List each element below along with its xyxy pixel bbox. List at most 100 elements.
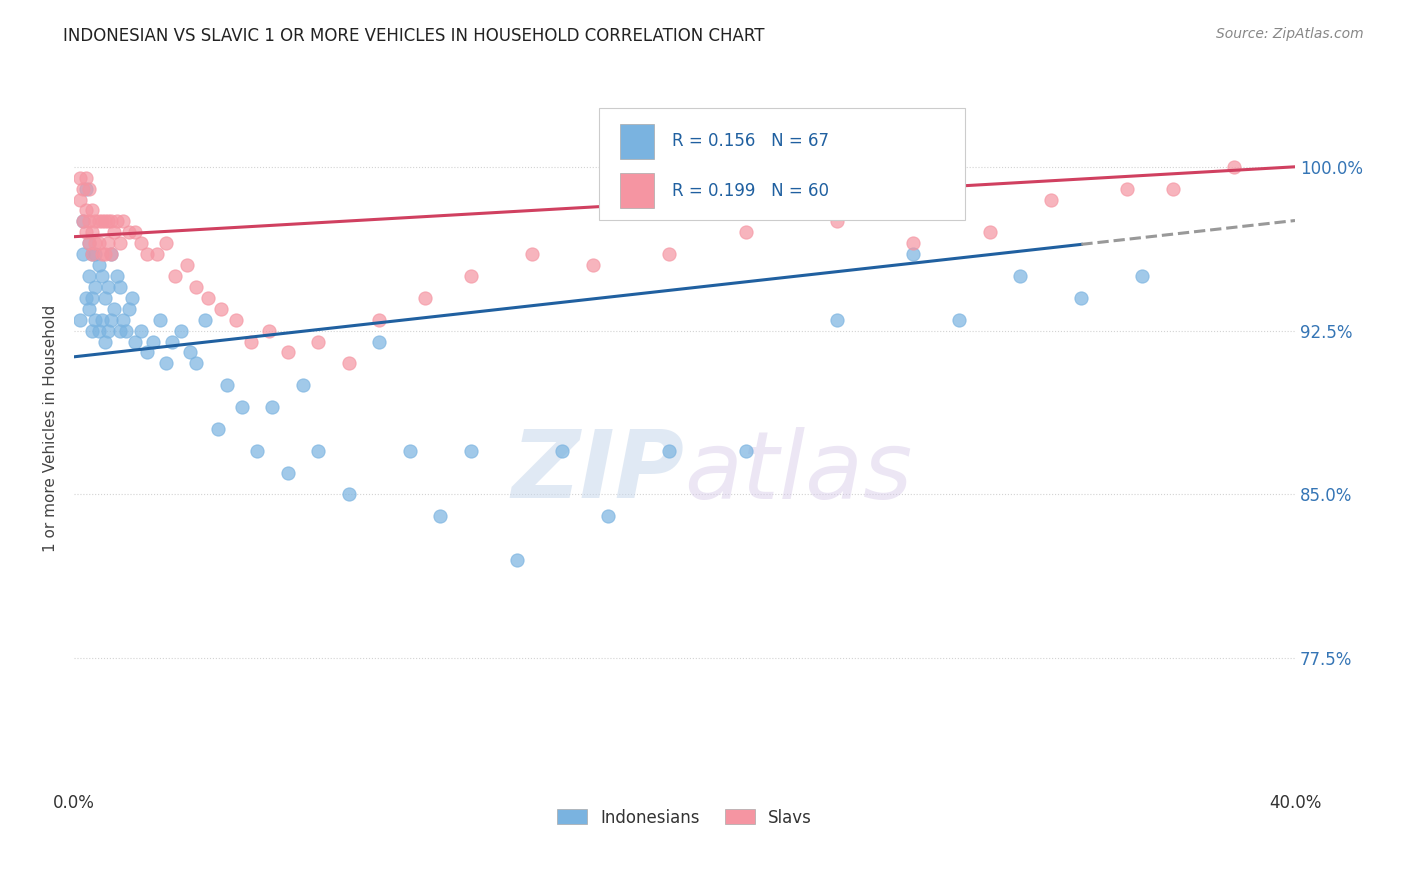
Point — [111, 214, 134, 228]
Point — [240, 334, 263, 349]
Text: R = 0.156   N = 67: R = 0.156 N = 67 — [672, 133, 830, 151]
Point — [75, 170, 97, 185]
Point — [97, 236, 120, 251]
Point — [69, 193, 91, 207]
Point — [551, 443, 574, 458]
Point — [160, 334, 183, 349]
Point — [277, 466, 299, 480]
Point — [82, 225, 104, 239]
Point — [215, 378, 238, 392]
Point — [90, 312, 112, 326]
Point — [124, 225, 146, 239]
Y-axis label: 1 or more Vehicles in Household: 1 or more Vehicles in Household — [44, 305, 58, 552]
Point — [163, 268, 186, 283]
FancyBboxPatch shape — [620, 173, 654, 208]
Point — [413, 291, 436, 305]
Point — [105, 214, 128, 228]
Point — [82, 247, 104, 261]
FancyBboxPatch shape — [599, 108, 966, 219]
Point — [176, 258, 198, 272]
Legend: Indonesians, Slavs: Indonesians, Slavs — [548, 800, 821, 835]
Point — [259, 324, 281, 338]
Point — [97, 214, 120, 228]
Point — [734, 225, 756, 239]
Point — [72, 181, 94, 195]
Point — [337, 356, 360, 370]
Point — [93, 291, 115, 305]
Point — [903, 236, 925, 251]
Point — [87, 214, 110, 228]
Point — [155, 236, 177, 251]
Point — [155, 356, 177, 370]
Point — [72, 214, 94, 228]
Point — [90, 247, 112, 261]
Point — [90, 268, 112, 283]
Point — [1039, 193, 1062, 207]
Point — [658, 247, 681, 261]
Point — [72, 214, 94, 228]
Point — [136, 345, 159, 359]
Point — [1161, 181, 1184, 195]
Point — [186, 356, 208, 370]
Point — [108, 324, 131, 338]
Point — [148, 312, 170, 326]
Point — [100, 247, 122, 261]
Point — [207, 422, 229, 436]
Point — [118, 301, 141, 316]
Point — [82, 203, 104, 218]
Point — [79, 236, 101, 251]
Point — [111, 312, 134, 326]
Point — [108, 280, 131, 294]
Point — [121, 291, 143, 305]
Point — [69, 312, 91, 326]
Point — [129, 236, 152, 251]
Point — [82, 291, 104, 305]
Point — [197, 291, 219, 305]
Point — [75, 181, 97, 195]
Point — [142, 334, 165, 349]
Point — [100, 247, 122, 261]
Point — [505, 553, 527, 567]
Point — [82, 247, 104, 261]
Point — [170, 324, 193, 338]
Point — [292, 378, 315, 392]
Point — [1010, 268, 1032, 283]
Text: ZIP: ZIP — [512, 426, 685, 518]
Point — [194, 312, 217, 326]
Point — [115, 324, 138, 338]
Point — [1116, 181, 1139, 195]
Point — [136, 247, 159, 261]
Point — [97, 324, 120, 338]
Point — [948, 312, 970, 326]
Point — [520, 247, 543, 261]
Point — [82, 324, 104, 338]
Point — [145, 247, 167, 261]
Point — [262, 400, 284, 414]
Point — [307, 334, 329, 349]
Point — [84, 214, 107, 228]
Point — [582, 258, 605, 272]
Point — [79, 268, 101, 283]
Point — [979, 225, 1001, 239]
Text: Source: ZipAtlas.com: Source: ZipAtlas.com — [1216, 27, 1364, 41]
Point — [734, 443, 756, 458]
Point — [231, 400, 253, 414]
Point — [108, 236, 131, 251]
Point — [209, 301, 232, 316]
Point — [84, 236, 107, 251]
Point — [460, 268, 482, 283]
Point — [825, 214, 848, 228]
Point — [368, 334, 391, 349]
Point — [79, 214, 101, 228]
Point — [84, 247, 107, 261]
Point — [93, 334, 115, 349]
Point — [69, 170, 91, 185]
Point — [103, 301, 125, 316]
FancyBboxPatch shape — [620, 124, 654, 159]
Point — [1223, 160, 1246, 174]
Point — [307, 443, 329, 458]
Point — [87, 236, 110, 251]
Point — [79, 236, 101, 251]
Point — [84, 312, 107, 326]
Point — [658, 443, 681, 458]
